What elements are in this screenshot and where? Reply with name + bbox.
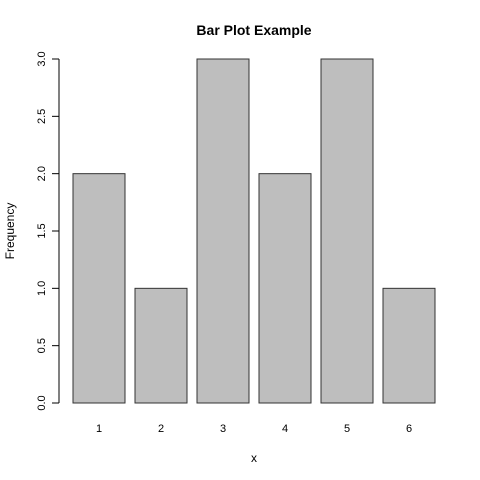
y-tick-label-2.5: 2.5 <box>36 109 48 124</box>
bars-group <box>72 58 436 404</box>
y-axis-label: Frequency <box>3 203 17 260</box>
x-tick-label-4: 4 <box>282 423 288 435</box>
y-axis: 0.0 0.5 1.0 1.5 2.0 2.5 3.0 <box>36 51 60 411</box>
bar-3 <box>196 58 250 404</box>
x-tick-labels: 1 2 3 4 5 6 <box>96 423 412 435</box>
bar-6 <box>382 287 436 404</box>
bar-1 <box>72 173 126 404</box>
y-tick-label-1.5: 1.5 <box>36 223 48 238</box>
y-tick-label-3.0: 3.0 <box>36 51 48 66</box>
x-tick-label-2: 2 <box>158 423 164 435</box>
y-tick-label-2.0: 2.0 <box>36 166 48 181</box>
x-axis-label: x <box>251 451 257 465</box>
y-tick-label-0.0: 0.0 <box>36 395 48 410</box>
bar-5 <box>320 58 374 404</box>
x-tick-label-3: 3 <box>220 423 226 435</box>
y-tick-label-0.5: 0.5 <box>36 338 48 353</box>
bar-2 <box>134 287 188 404</box>
chart-title: Bar Plot Example <box>196 22 311 38</box>
x-tick-label-6: 6 <box>406 423 412 435</box>
x-tick-label-1: 1 <box>96 423 102 435</box>
y-tick-label-1.0: 1.0 <box>36 281 48 296</box>
x-tick-label-5: 5 <box>344 423 350 435</box>
bar-4 <box>258 173 312 404</box>
